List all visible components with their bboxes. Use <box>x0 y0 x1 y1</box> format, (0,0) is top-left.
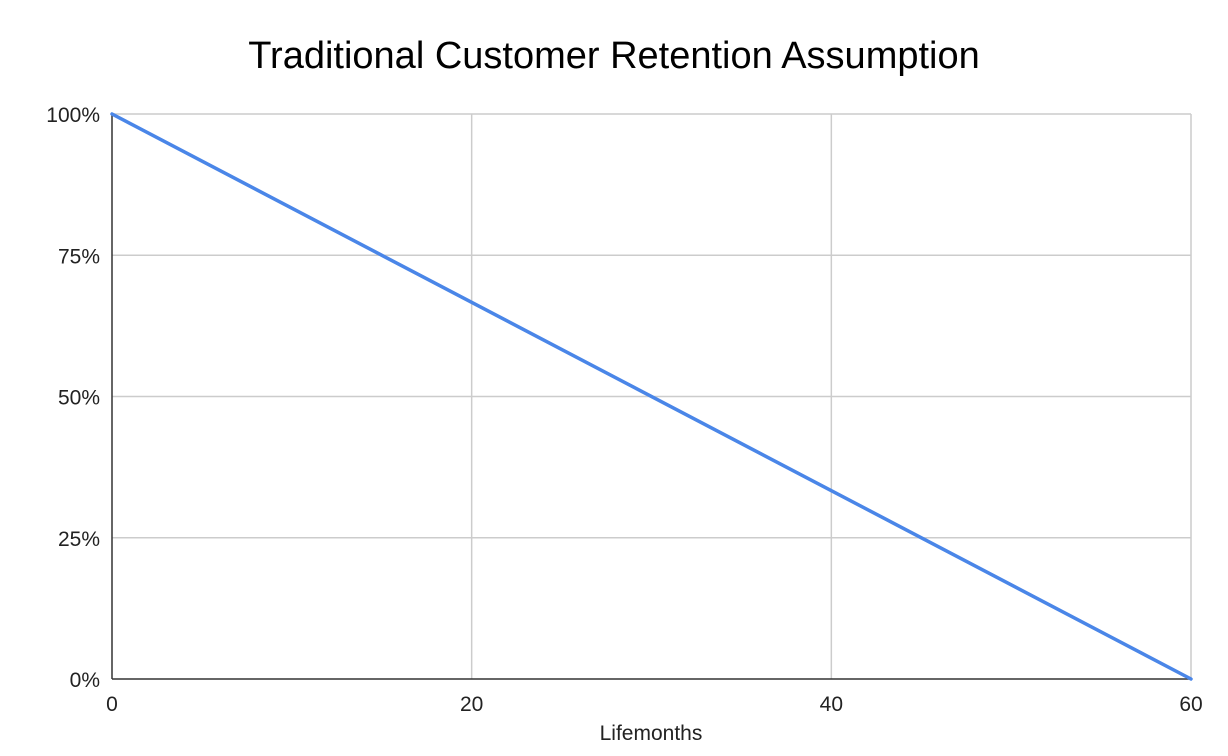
grid-lines <box>112 113 1192 679</box>
y-tick-label: 100% <box>46 104 100 127</box>
x-tick-label: 20 <box>460 693 483 716</box>
x-axis-label: Lifemonths <box>600 722 703 745</box>
series-line-0 <box>110 112 1193 681</box>
y-tick-label: 75% <box>58 245 100 268</box>
series-lines <box>110 112 1193 681</box>
axes <box>111 114 1191 680</box>
chart-title: Traditional Customer Retention Assumptio… <box>248 35 980 77</box>
x-tick-label: 0 <box>106 693 118 716</box>
y-tick-label: 25% <box>58 528 100 551</box>
y-tick-label: 50% <box>58 387 100 410</box>
x-tick-label: 40 <box>820 693 843 716</box>
tick-labels: 0% 25% 50% 75% 100% 0 20 40 60 <box>46 104 1202 716</box>
x-tick-label: 60 <box>1179 693 1202 716</box>
y-tick-label: 0% <box>70 669 100 692</box>
